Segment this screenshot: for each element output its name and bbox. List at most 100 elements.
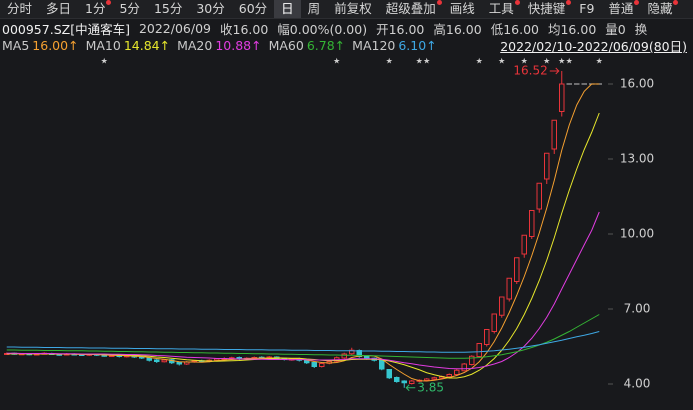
toolbar-button[interactable]: 60分 [238, 1, 268, 16]
toolbar-button[interactable]: 普通 [601, 0, 640, 18]
y-tick-label: 4.00 [624, 377, 651, 391]
info-item: 换 [634, 21, 648, 37]
candle-body [499, 296, 505, 316]
ma-line [6, 314, 600, 359]
legend-name: MA60 [268, 38, 304, 53]
ma-line [6, 112, 600, 379]
legend-value: 14.84↑ [123, 38, 171, 53]
candle-body [529, 210, 535, 237]
info-item: 低16.00 [490, 21, 539, 37]
legend-name: MA10 [85, 38, 121, 53]
low-annotation: 3.85 [417, 380, 444, 394]
y-tick-label: 7.00 [624, 302, 651, 316]
candle-body [161, 359, 167, 363]
ma-line [6, 331, 600, 353]
ma-line [6, 83, 600, 382]
legend-name: MA20 [177, 38, 213, 53]
candle-body [506, 277, 512, 300]
toolbar-button[interactable]: 前复权 [334, 1, 372, 16]
event-marker: ★ [566, 57, 573, 66]
candle-body [476, 343, 482, 357]
legend-name: MA120 [352, 38, 396, 53]
legend-row: MA5 16.00↑ MA10 14.84↑ MA20 10.88↑ MA60 6.78↑ MA… [0, 37, 693, 54]
candle-body [311, 362, 317, 367]
candle-body [401, 380, 407, 384]
candle-body [536, 182, 542, 210]
event-marker: ★ [498, 57, 505, 66]
toolbar-button[interactable]: 超级叠加 [379, 0, 443, 18]
toolbar-button[interactable]: 画线 [449, 1, 475, 16]
event-marker: ★ [558, 57, 565, 66]
candle-body [431, 377, 437, 380]
info-bar: 000957.SZ[中通客车] 2022/06/09 收16.00 幅0.00%(0.… [0, 19, 693, 37]
candle-body [454, 369, 460, 375]
candle-body [551, 119, 557, 150]
info-item: 幅0.00%(0.00) [277, 21, 368, 37]
annotation-arrow [405, 384, 416, 392]
event-marker: ★ [543, 57, 550, 66]
toolbar-button[interactable]: 工具 [482, 0, 521, 18]
info-item: 2022/06/09 [138, 20, 211, 36]
toolbar-button[interactable]: 分时 [7, 1, 33, 16]
candle-body [154, 359, 160, 362]
info-item: 000957.SZ[中通客车] [2, 21, 130, 37]
toolbar-button[interactable]: 5分 [119, 1, 140, 16]
candle-body [469, 355, 475, 365]
notification-dot [634, 0, 640, 5]
candle-body [446, 374, 452, 378]
legend: MA5 16.00↑ MA10 14.84↑ MA20 10.88↑ MA60 6.78↑ MA… [2, 38, 437, 53]
legend-value: 16.00↑ [32, 38, 79, 53]
toolbar: 分时 多日 1分 5分 15分 30分 60分日周前复权 超级叠加 画线 工具 快捷键 F9 普通 隐藏 [0, 0, 693, 19]
toolbar-button[interactable]: 隐藏 [640, 0, 679, 18]
toolbar-button[interactable]: 周 [307, 1, 321, 16]
toolbar-button[interactable]: 日 [274, 0, 301, 18]
candle-body [521, 234, 527, 255]
ma-line [6, 211, 600, 370]
info-item: 高16.00 [433, 21, 482, 37]
candle-body [176, 362, 182, 365]
event-marker: ★ [423, 57, 430, 66]
info-item: 均16.00 [547, 21, 597, 37]
date-range[interactable]: 2022/02/10-2022/06/09(80日) [500, 39, 687, 54]
candle-body [379, 359, 385, 370]
info-item: 量0 [605, 21, 626, 37]
annotation-arrow [549, 67, 560, 75]
event-marker: ★ [416, 57, 423, 66]
notification-dot [673, 0, 679, 5]
event-marker: ★ [596, 57, 603, 66]
notification-dot [106, 0, 112, 5]
notification-dot [514, 0, 520, 5]
candle-body [514, 257, 520, 282]
event-marker: ★ [333, 57, 340, 66]
notification-dot [436, 0, 442, 5]
y-tick-label: 13.00 [620, 152, 654, 166]
candle-body [394, 377, 400, 382]
event-marker: ★ [521, 57, 528, 66]
notification-dot [566, 0, 572, 5]
candle-body [559, 83, 565, 112]
event-marker: ★ [386, 57, 393, 66]
toolbar-button[interactable]: 多日 [46, 1, 72, 16]
toolbar-button[interactable]: F9 [579, 1, 595, 16]
y-tick-label: 16.00 [620, 77, 654, 91]
candle-body [484, 329, 490, 345]
toolbar-button[interactable]: 快捷键 [521, 0, 573, 18]
y-tick-label: 10.00 [620, 227, 654, 241]
high-annotation: 16.52 [513, 64, 547, 78]
event-marker: ★ [476, 57, 483, 66]
toolbar-button[interactable]: 1分 [78, 0, 112, 18]
toolbar-button[interactable]: 30分 [196, 1, 225, 16]
legend-name: MA5 [2, 38, 30, 53]
candle-body [146, 357, 152, 361]
candle-body [544, 152, 550, 180]
candle-body [341, 353, 347, 359]
info-item: 开16.00 [376, 21, 425, 37]
candle-body [409, 380, 415, 384]
event-marker: ★ [101, 57, 108, 66]
candle-body [319, 363, 325, 367]
toolbar-button[interactable]: 15分 [153, 1, 183, 16]
candle-body [386, 369, 392, 379]
legend-value: 6.78↑ [306, 38, 346, 53]
